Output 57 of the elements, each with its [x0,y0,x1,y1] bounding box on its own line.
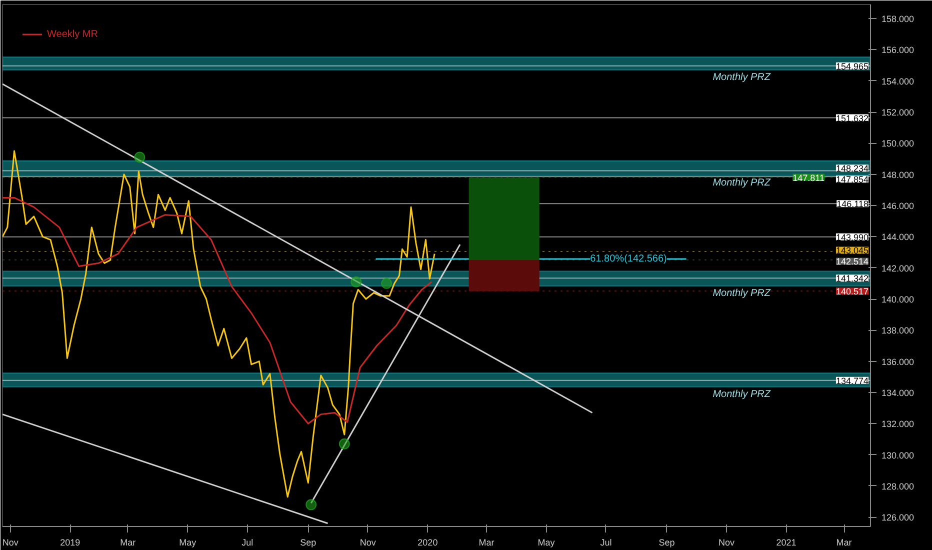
y-tick-label: 140.000 [882,294,914,304]
x-tick-label: Sep [658,538,675,548]
band-label: Monthly PRZ [712,178,772,189]
point [381,278,392,289]
point [134,152,146,163]
ref-line-label: 151.632 [836,113,869,124]
x-tick-label: 2020 [418,538,438,548]
ref-line-label: 142.514 [836,256,869,267]
ref-line-label: 147.854 [836,174,869,185]
ref-line-label: 147.811 [792,172,825,183]
y-tick-label: 158.000 [882,14,914,24]
y-tick-label: 138.000 [882,326,914,336]
x-tick-label: 2019 [60,538,80,548]
line-series [2,150,436,498]
ref-line-label: 146.118 [836,199,869,210]
x-tick-label: Mar [120,538,136,548]
band-label: Monthly PRZ [712,72,772,83]
band-label: Monthly PRZ [712,288,772,300]
x-tick-label: Nov [2,538,19,548]
band-label: Monthly PRZ [712,388,772,400]
point [350,276,362,288]
y-tick-label: 134.000 [882,388,914,398]
ref-line-label: 143.990 [836,232,869,242]
y-tick-label: 130.000 [882,450,914,460]
y-tick-label: 126.000 [882,512,914,523]
y-tick-label: 144.000 [882,232,914,242]
point [306,499,317,510]
ref-line-label: 140.517 [836,286,869,296]
ref-line-label: 134.774 [836,376,869,386]
y-tick-label: 128.000 [882,481,914,492]
y-tick-label: 152.000 [882,108,914,118]
x-tick-label: Jul [600,538,612,548]
y-tick-label: 146.000 [882,201,914,212]
y-tick-label: 148.000 [882,170,914,180]
ref-line-label: 148.234 [836,164,869,174]
ref-line-label: 143.045 [836,246,869,256]
x-tick-label: Nov [360,538,376,548]
x-tick-label: 2021 [776,538,796,548]
x-tick-label: Jul [242,538,254,548]
y-tick-label: 156.000 [882,45,914,56]
x-tick-label: Nov [718,538,735,548]
x-tick-label: Mar [478,538,494,548]
y-tick-label: 136.000 [882,356,914,367]
y-tick-label: 154.000 [882,76,914,86]
x-tick-label: Mar [836,538,852,548]
ref-line-label: 154.965 [836,61,869,72]
annotation: 61.80%(142.566) [590,254,667,265]
x-tick-label: May [179,538,197,548]
point [338,438,350,450]
line-series [2,196,432,424]
text: Weekly MR [47,28,98,40]
y-tick-label: 150.000 [882,138,914,149]
y-tick-label: 132.000 [882,419,914,430]
x-tick-label: May [538,538,556,548]
x-tick-label: Sep [300,538,316,548]
y-tick-label: 142.000 [882,263,914,274]
ref-line-label: 141.342 [836,274,869,284]
